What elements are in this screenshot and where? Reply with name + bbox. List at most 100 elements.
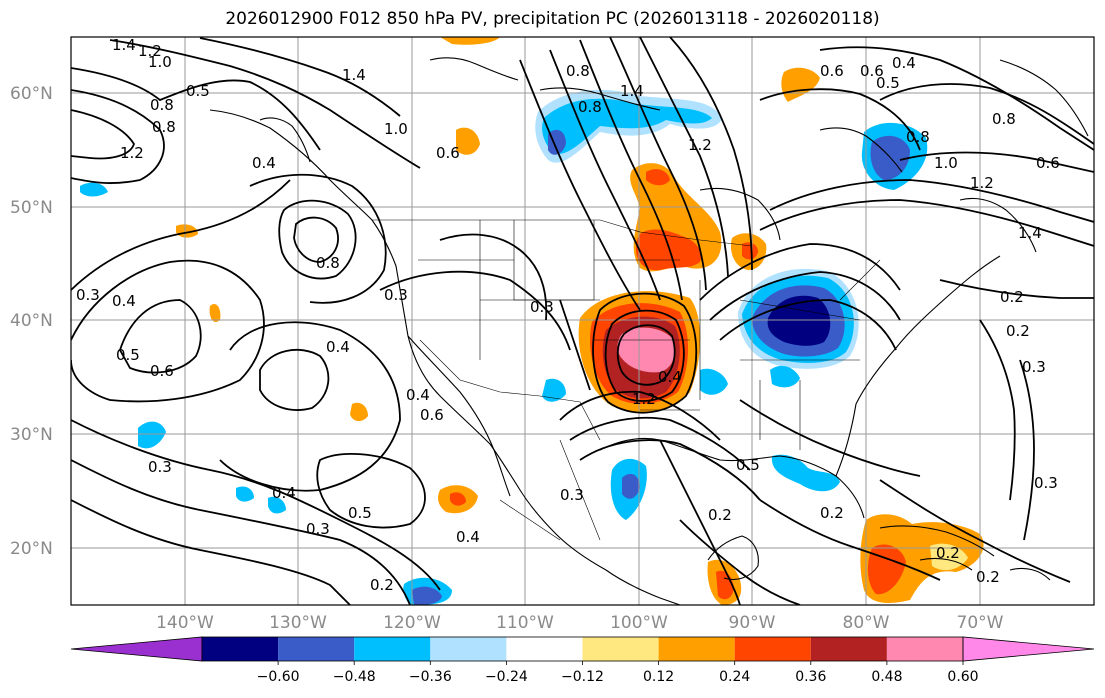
shade-sw-blue (412, 586, 442, 605)
contour-label: 0.4 (892, 54, 916, 72)
contour-label: 0.6 (860, 62, 884, 80)
shade-ohio-cyan (770, 365, 800, 388)
colorbar-tick-label: 0.12 (643, 669, 674, 685)
shade-hudson-cyan (542, 98, 712, 154)
shade-east-navy (767, 295, 831, 346)
contour-label: 0.5 (116, 346, 140, 364)
colorbar-segment (658, 637, 735, 661)
colorbar-segment (202, 637, 279, 661)
lon-label-90w: 90°W (729, 613, 776, 633)
coastlines (209, 57, 1089, 605)
contour-label: 0.2 (1006, 322, 1030, 340)
contour-label: 0.2 (1000, 288, 1024, 306)
shade-hudson-blue (548, 129, 566, 155)
contour-label: 0.8 (906, 128, 930, 146)
contour-label: 0.8 (578, 98, 602, 116)
colorbar: −0.60 −0.48 −0.36 −0.24 −0.12 0.12 0.24 0.36 0.4… (70, 636, 1095, 685)
contour-label: 0.4 (658, 368, 682, 386)
contour-label: 0.5 (736, 456, 760, 474)
map-border (70, 36, 1095, 606)
contour-label: 0.3 (148, 458, 172, 476)
contour-label: 0.4 (326, 338, 350, 356)
contour-label: 1.2 (138, 42, 162, 60)
colorbar-tick-label: 0.60 (947, 669, 978, 685)
contour-label: 0.4 (112, 292, 136, 310)
colorbar-tick-label: −0.60 (257, 669, 300, 685)
contour-label: 0.3 (1034, 474, 1058, 492)
shade-lakes-red2 (646, 169, 670, 186)
map-panel: 1.4 1.2 1.0 0.5 0.8 0.8 1.2 0.4 1.4 1.0 … (70, 36, 1095, 606)
contour-label: 0.8 (316, 254, 340, 272)
contour-label: 1.0 (384, 120, 408, 138)
contour-label: 0.2 (708, 506, 732, 524)
shade-plains-pink (617, 327, 675, 373)
contour-label: 0.2 (976, 568, 1000, 586)
contour-label: 0.6 (150, 362, 174, 380)
shade-texas-cyan (700, 368, 728, 395)
contour-label: 1.4 (342, 66, 366, 84)
contour-label: 0.3 (306, 520, 330, 538)
contour-label: 1.0 (148, 53, 172, 71)
lon-label-70w: 70°W (957, 613, 1004, 633)
contour-label: 1.0 (934, 154, 958, 172)
contour-label: 0.8 (566, 62, 590, 80)
shade-mex-blue (622, 473, 640, 499)
lon-label-110w: 110°W (496, 613, 554, 633)
contour-label: 0.6 (1036, 154, 1060, 172)
shade-pac-cyan4 (80, 182, 108, 197)
contour-label: 0.6 (820, 62, 844, 80)
contour-label: 0.3 (560, 486, 584, 504)
shade-pac-cyan3 (268, 496, 286, 514)
contour-label: 0.4 (406, 386, 430, 404)
lon-label-80w: 80°W (843, 613, 890, 633)
contour-label: 1.2 (970, 174, 994, 192)
contour-label: 0.3 (76, 286, 100, 304)
contour-label-group: 1.4 1.2 1.0 0.5 0.8 0.8 1.2 0.4 1.4 1.0 … (76, 37, 1060, 594)
colorbar-tick-label: 0.24 (719, 669, 750, 685)
pv-contours (71, 37, 1094, 605)
latitude-labels: 60°N 50°N 40°N 30°N 20°N (10, 84, 53, 559)
lat-label-20n: 20°N (10, 539, 53, 559)
colorbar-tick-label: −0.36 (409, 669, 452, 685)
colorbar-segment (278, 637, 355, 661)
contour-label: 0.5 (876, 74, 900, 92)
shade-appal-red (742, 242, 758, 260)
contour-label: 0.8 (150, 96, 174, 114)
contour-label: 1.2 (632, 390, 656, 408)
contour-label: 0.4 (252, 154, 276, 172)
contour-label: 0.5 (186, 82, 210, 100)
colorbar-segment (810, 637, 887, 661)
contour-label: 1.4 (620, 82, 644, 100)
longitude-labels: 140°W 130°W 120°W 110°W 100°W 90°W 80°W … (156, 613, 1004, 633)
shade-pac-cyan1 (138, 421, 166, 449)
contour-label: 0.8 (152, 118, 176, 136)
shade-texas-cyan2 (542, 378, 566, 402)
contour-label: 0.2 (936, 544, 960, 562)
contour-label: 0.4 (456, 528, 480, 546)
lon-label-130w: 130°W (269, 613, 327, 633)
shade-pac-orange3 (209, 303, 221, 323)
colorbar-segment (430, 637, 507, 661)
colorbar-tick-label: 0.48 (871, 669, 902, 685)
contour-label: 1.2 (688, 136, 712, 154)
colorbar-tick-label: −0.24 (485, 669, 528, 685)
contour-label: 0.6 (420, 406, 444, 424)
contour-label: 0.6 (436, 144, 460, 162)
colorbar-tick-label: 0.36 (795, 669, 826, 685)
contour-label: 1.4 (1018, 224, 1042, 242)
lat-label-40n: 40°N (10, 311, 53, 331)
contour-label: 0.3 (1022, 358, 1046, 376)
contour-label: 0.2 (820, 504, 844, 522)
contour-label: 0.8 (992, 110, 1016, 128)
shade-pac-orange1 (350, 402, 368, 422)
contour-label: 0.3 (530, 298, 554, 316)
lat-label-60n: 60°N (10, 84, 53, 104)
shade-canada-orange (456, 127, 480, 155)
map-title: 2026012900 F012 850 hPa PV, precipitatio… (225, 9, 880, 29)
shade-baja-red (450, 492, 466, 506)
colorbar-extend-high (962, 636, 1095, 662)
colorbar-tick-label: −0.48 (333, 669, 376, 685)
contour-label: 0.2 (370, 576, 394, 594)
colorbar-extend-low (70, 636, 203, 662)
